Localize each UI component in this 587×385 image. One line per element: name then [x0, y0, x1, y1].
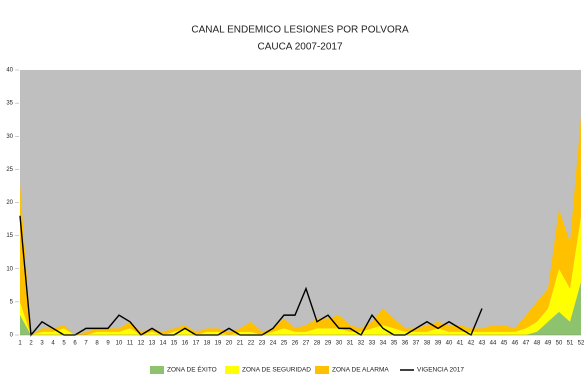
x-tick-label: 48 — [534, 341, 541, 347]
y-tick-label: 0 — [10, 333, 14, 339]
x-tick-label: 52 — [578, 341, 585, 347]
x-tick-label: 24 — [270, 341, 277, 347]
x-tick-label: 14 — [160, 341, 167, 347]
x-tick-label: 46 — [512, 341, 519, 347]
y-tick-label: 10 — [6, 266, 13, 272]
x-tick-label: 37 — [413, 341, 420, 347]
chart-title: CANAL ENDEMICO LESIONES POR POLVORA — [191, 25, 409, 36]
x-tick-label: 44 — [490, 341, 497, 347]
x-tick-label: 39 — [435, 341, 442, 347]
x-tick-label: 43 — [479, 341, 486, 347]
x-tick-label: 1 — [18, 341, 22, 347]
x-tick-label: 38 — [424, 341, 431, 347]
x-tick-label: 7 — [84, 341, 88, 347]
x-tick-label: 32 — [358, 341, 365, 347]
legend-label: ZONA DE ALARMA — [332, 367, 389, 374]
x-tick-label: 18 — [204, 341, 211, 347]
x-tick-label: 27 — [303, 341, 310, 347]
y-tick-label: 35 — [6, 101, 13, 107]
x-tick-label: 9 — [106, 341, 110, 347]
x-tick-label: 28 — [314, 341, 321, 347]
x-tick-label: 33 — [369, 341, 376, 347]
x-tick-label: 4 — [51, 341, 55, 347]
x-tick-label: 19 — [215, 341, 222, 347]
legend-label: VIGENCIA 2017 — [417, 367, 464, 374]
x-tick-label: 15 — [171, 341, 178, 347]
x-tick-label: 13 — [149, 341, 156, 347]
x-tick-label: 25 — [281, 341, 288, 347]
x-tick-label: 3 — [40, 341, 44, 347]
x-tick-label: 36 — [402, 341, 409, 347]
plot-background — [20, 70, 581, 335]
x-tick-label: 40 — [446, 341, 453, 347]
x-tick-label: 41 — [457, 341, 464, 347]
y-tick-label: 15 — [6, 233, 13, 239]
x-tick-label: 20 — [226, 341, 233, 347]
x-tick-label: 8 — [95, 341, 99, 347]
x-tick-label: 16 — [182, 341, 189, 347]
x-tick-label: 35 — [391, 341, 398, 347]
x-tick-label: 50 — [556, 341, 563, 347]
legend-label: ZONA DE SEGURIDAD — [242, 367, 311, 374]
x-tick-label: 2 — [29, 341, 33, 347]
y-tick-label: 40 — [6, 68, 13, 74]
y-tick-label: 5 — [10, 299, 14, 305]
x-tick-label: 6 — [73, 341, 77, 347]
x-tick-label: 23 — [259, 341, 266, 347]
x-tick-label: 51 — [567, 341, 574, 347]
legend-swatch — [150, 366, 164, 374]
x-tick-label: 45 — [501, 341, 508, 347]
x-tick-label: 17 — [193, 341, 200, 347]
y-tick-label: 25 — [6, 167, 13, 173]
x-tick-label: 21 — [237, 341, 244, 347]
x-tick-label: 30 — [336, 341, 343, 347]
chart-subtitle: CAUCA 2007-2017 — [257, 42, 342, 53]
y-tick-label: 20 — [6, 200, 13, 206]
x-tick-label: 5 — [62, 341, 66, 347]
x-tick-label: 47 — [523, 341, 530, 347]
x-tick-label: 12 — [138, 341, 145, 347]
y-tick-label: 30 — [6, 134, 13, 140]
x-tick-label: 22 — [248, 341, 255, 347]
x-tick-label: 26 — [292, 341, 299, 347]
x-tick-label: 34 — [380, 341, 387, 347]
x-tick-label: 29 — [325, 341, 332, 347]
legend-label: ZONA DE ÉXITO — [167, 365, 217, 374]
legend-swatch — [225, 366, 239, 374]
x-tick-label: 31 — [347, 341, 354, 347]
x-tick-label: 11 — [127, 341, 134, 347]
x-tick-label: 10 — [116, 341, 123, 347]
x-tick-label: 42 — [468, 341, 475, 347]
x-tick-label: 49 — [545, 341, 552, 347]
legend-swatch — [315, 366, 329, 374]
